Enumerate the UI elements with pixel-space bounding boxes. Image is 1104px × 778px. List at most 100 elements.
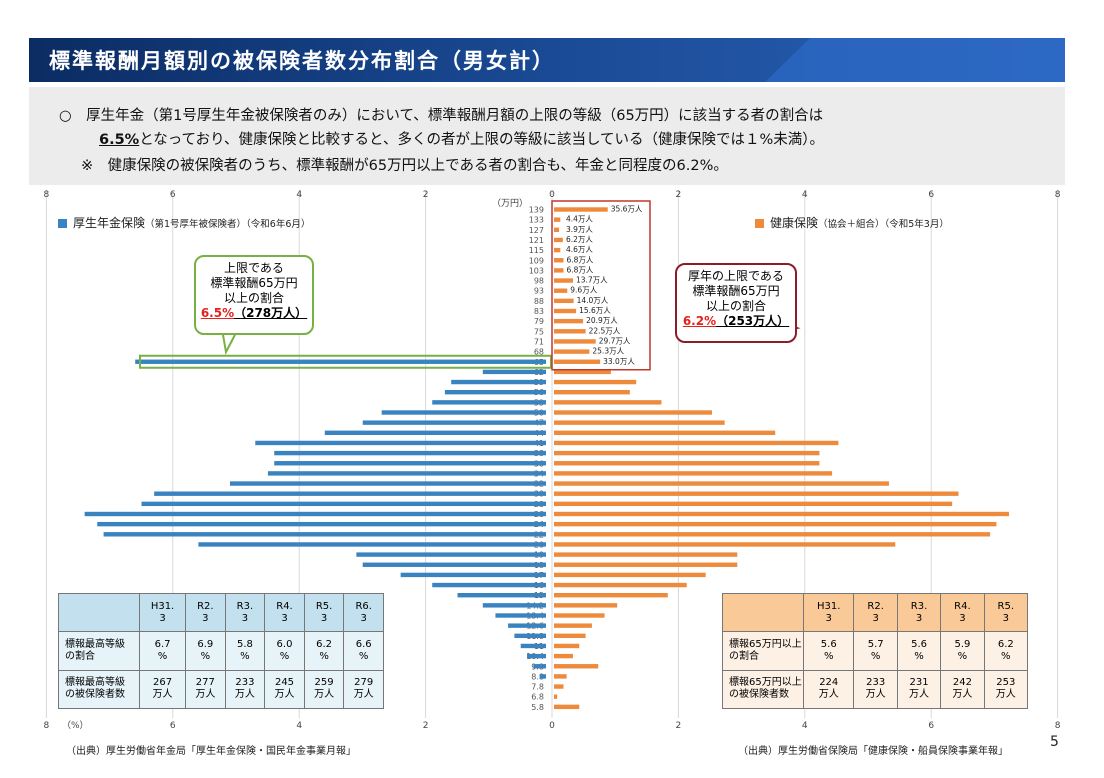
health-bar xyxy=(554,521,997,527)
health-bar xyxy=(554,400,662,405)
health-value-label: 4.6万人 xyxy=(566,245,593,254)
info-line-1: ○ 厚生年金（第1号厚生年金被保険者のみ）において、標準報酬月額の上限の等級（6… xyxy=(59,108,824,124)
health-bar xyxy=(554,582,687,588)
health-bar xyxy=(554,268,564,273)
category-label: 75 xyxy=(534,327,544,336)
health-bar xyxy=(554,390,630,395)
callout-left-line3: 以上の割合 xyxy=(223,291,284,305)
health-value-label: 22.5万人 xyxy=(589,326,621,335)
health-bar xyxy=(554,430,776,435)
tick-label-bottom: 2 xyxy=(423,721,429,731)
category-label: 103 xyxy=(529,266,544,275)
legend-right: 健康保険（協会＋組合）（令和5年3月） xyxy=(755,214,949,231)
pension-bar xyxy=(97,521,546,527)
health-bar xyxy=(554,633,586,638)
table-cell: 245 万人 xyxy=(264,669,305,710)
tick-label-top: 4 xyxy=(802,190,808,200)
legend-left-swatch xyxy=(58,219,67,228)
health-bar xyxy=(554,653,573,659)
pension-bar xyxy=(495,613,546,618)
tick-label-top: 2 xyxy=(676,190,682,200)
health-bar xyxy=(554,450,820,456)
category-label: 5.8 xyxy=(531,703,544,712)
table-cell: 5.6% xyxy=(802,631,855,671)
table-header-cell: R2. 3 xyxy=(853,592,898,633)
info-line-2: 6.5%となっており、健康保険と比較すると、多くの者が上限の等級に該当している（… xyxy=(99,128,824,149)
table-cell: 6.2% xyxy=(983,631,1029,671)
callout-right-line3: 以上の割合 xyxy=(705,299,766,313)
table-header-row: H31. 3 R2. 3 R3. 3 R4. 3 R5. 3 xyxy=(722,592,1029,633)
health-bar xyxy=(554,298,574,304)
table-header-cell: R6. 3 xyxy=(343,592,384,633)
category-label: 7.8 xyxy=(531,683,544,692)
pension-bar xyxy=(103,532,546,537)
legend-left-label: 厚生年金保険 xyxy=(73,216,146,230)
tick-label-bottom: 6 xyxy=(170,721,176,731)
pension-bar xyxy=(135,359,546,364)
category-label: 98 xyxy=(534,277,544,286)
callout-left-pct: 6.5% xyxy=(200,306,235,320)
table-cell: 277 万人 xyxy=(185,669,226,710)
tick-label-bottom: 2 xyxy=(676,721,682,731)
health-value-label: 14.0万人 xyxy=(577,296,609,305)
health-bar xyxy=(554,593,668,598)
table-corner xyxy=(722,592,804,633)
table-corner xyxy=(58,592,140,633)
health-bar xyxy=(554,623,592,628)
health-value-label: 6.8万人 xyxy=(566,265,593,274)
category-label: 68 xyxy=(534,348,544,357)
info-highlight: 6.5% xyxy=(99,132,140,148)
health-value-label: 3.9万人 xyxy=(566,225,593,234)
health-bar xyxy=(554,359,601,364)
category-label: 115 xyxy=(529,246,544,255)
table-cell: 231 万人 xyxy=(896,669,942,710)
health-value-label: 6.8万人 xyxy=(566,255,593,264)
pension-bar xyxy=(432,582,546,588)
tick-label-top: 4 xyxy=(296,190,302,200)
category-label: 139 xyxy=(529,206,544,215)
pension-bar xyxy=(154,491,546,496)
callout-right-pct: 6.2% xyxy=(682,314,717,328)
legend-left: 厚生年金保険（第1号厚年被保険者）（令和6年6月） xyxy=(58,214,310,231)
tick-label-top: 6 xyxy=(928,190,934,200)
health-bar xyxy=(554,664,599,669)
pension-bar xyxy=(362,420,546,425)
table-row-header: 標報最高等級 の割合 xyxy=(58,631,140,671)
health-bar xyxy=(554,369,611,375)
category-label: 109 xyxy=(529,256,544,265)
category-label: 71 xyxy=(534,337,544,346)
source-left: （出典）厚生労働省年金局「厚生年金保険・国民年金事業月報」 xyxy=(66,746,356,757)
table-cell: 5.9% xyxy=(940,631,985,671)
table-cell: 259 万人 xyxy=(303,669,345,710)
table-header-cell: H31. 3 xyxy=(802,592,855,633)
table-cell: 5.7% xyxy=(853,631,898,671)
legend-right-sub: （協会＋組合）（令和5年3月） xyxy=(818,219,949,230)
table-cell: 242 万人 xyxy=(940,669,985,710)
table-row: 標報最高等級 の被保険者数 267 万人 277 万人 233 万人 245 万人 259 万人 279… xyxy=(58,669,384,710)
pension-bar xyxy=(84,511,546,517)
health-bar xyxy=(554,471,833,476)
callout-left-line2: 標準報酬65万円 xyxy=(210,276,298,290)
table-cell: 6.7% xyxy=(138,631,187,671)
pension-bar xyxy=(520,643,546,649)
tick-label-bottom: 4 xyxy=(802,721,808,731)
table-header-cell: R5. 3 xyxy=(303,592,345,633)
callout-right-line4: 6.2%（253万人） xyxy=(677,314,795,329)
health-value-label: 33.0万人 xyxy=(603,357,635,366)
health-bar xyxy=(554,461,820,466)
health-bar xyxy=(554,227,560,232)
category-label: 8.8 xyxy=(531,672,544,681)
health-bar xyxy=(554,288,568,293)
health-bar xyxy=(554,603,618,608)
health-bar xyxy=(554,511,1010,517)
table-cell: 6.9% xyxy=(185,631,226,671)
callout-pension-cap: 上限である 標準報酬65万円 以上の割合 6.5%（278万人） xyxy=(194,255,314,335)
health-bar xyxy=(554,501,953,507)
category-label: 127 xyxy=(529,226,544,235)
category-label: 79 xyxy=(534,317,544,326)
tick-label-bottom: 8 xyxy=(1055,721,1061,731)
category-label: 133 xyxy=(529,216,544,225)
health-bar xyxy=(554,379,637,385)
table-row: 標報65万円以上 の割合 5.6% 5.7% 5.6% 5.9% 6.2% xyxy=(722,631,1029,671)
health-bar xyxy=(554,318,584,324)
